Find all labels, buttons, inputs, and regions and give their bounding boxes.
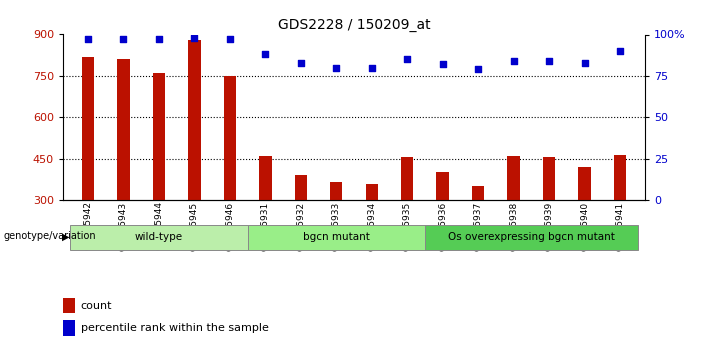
- Bar: [224, 76, 236, 200]
- Bar: [294, 175, 307, 200]
- Point: [437, 61, 449, 67]
- Text: count: count: [81, 301, 112, 311]
- Point: [366, 65, 377, 70]
- Bar: [508, 156, 520, 200]
- Bar: [153, 73, 165, 200]
- Bar: [543, 157, 555, 200]
- Bar: [63, 320, 76, 336]
- FancyBboxPatch shape: [247, 225, 425, 250]
- Bar: [401, 157, 414, 200]
- Point: [508, 58, 519, 64]
- Bar: [437, 172, 449, 200]
- Point: [543, 58, 554, 64]
- Bar: [188, 40, 200, 200]
- Bar: [472, 186, 484, 200]
- Bar: [82, 57, 94, 200]
- Point: [118, 37, 129, 42]
- Text: ▶: ▶: [62, 231, 69, 241]
- Point: [259, 52, 271, 57]
- Point: [82, 37, 93, 42]
- Point: [579, 60, 590, 66]
- Point: [331, 65, 342, 70]
- Point: [224, 37, 236, 42]
- FancyBboxPatch shape: [425, 225, 638, 250]
- Point: [402, 57, 413, 62]
- Point: [295, 60, 306, 66]
- Bar: [365, 184, 378, 200]
- Point: [472, 67, 484, 72]
- Text: bgcn mutant: bgcn mutant: [303, 231, 369, 241]
- Bar: [117, 59, 130, 200]
- Bar: [330, 182, 343, 200]
- FancyBboxPatch shape: [70, 225, 247, 250]
- Text: percentile rank within the sample: percentile rank within the sample: [81, 323, 268, 333]
- Text: wild-type: wild-type: [135, 231, 183, 241]
- Title: GDS2228 / 150209_at: GDS2228 / 150209_at: [278, 18, 430, 32]
- Bar: [63, 298, 76, 313]
- Point: [189, 35, 200, 41]
- Bar: [614, 155, 626, 200]
- Text: genotype/variation: genotype/variation: [4, 231, 96, 241]
- Bar: [259, 156, 271, 200]
- Point: [154, 37, 165, 42]
- Point: [615, 48, 626, 54]
- Bar: [578, 167, 591, 200]
- Text: Os overexpressing bgcn mutant: Os overexpressing bgcn mutant: [448, 231, 615, 241]
